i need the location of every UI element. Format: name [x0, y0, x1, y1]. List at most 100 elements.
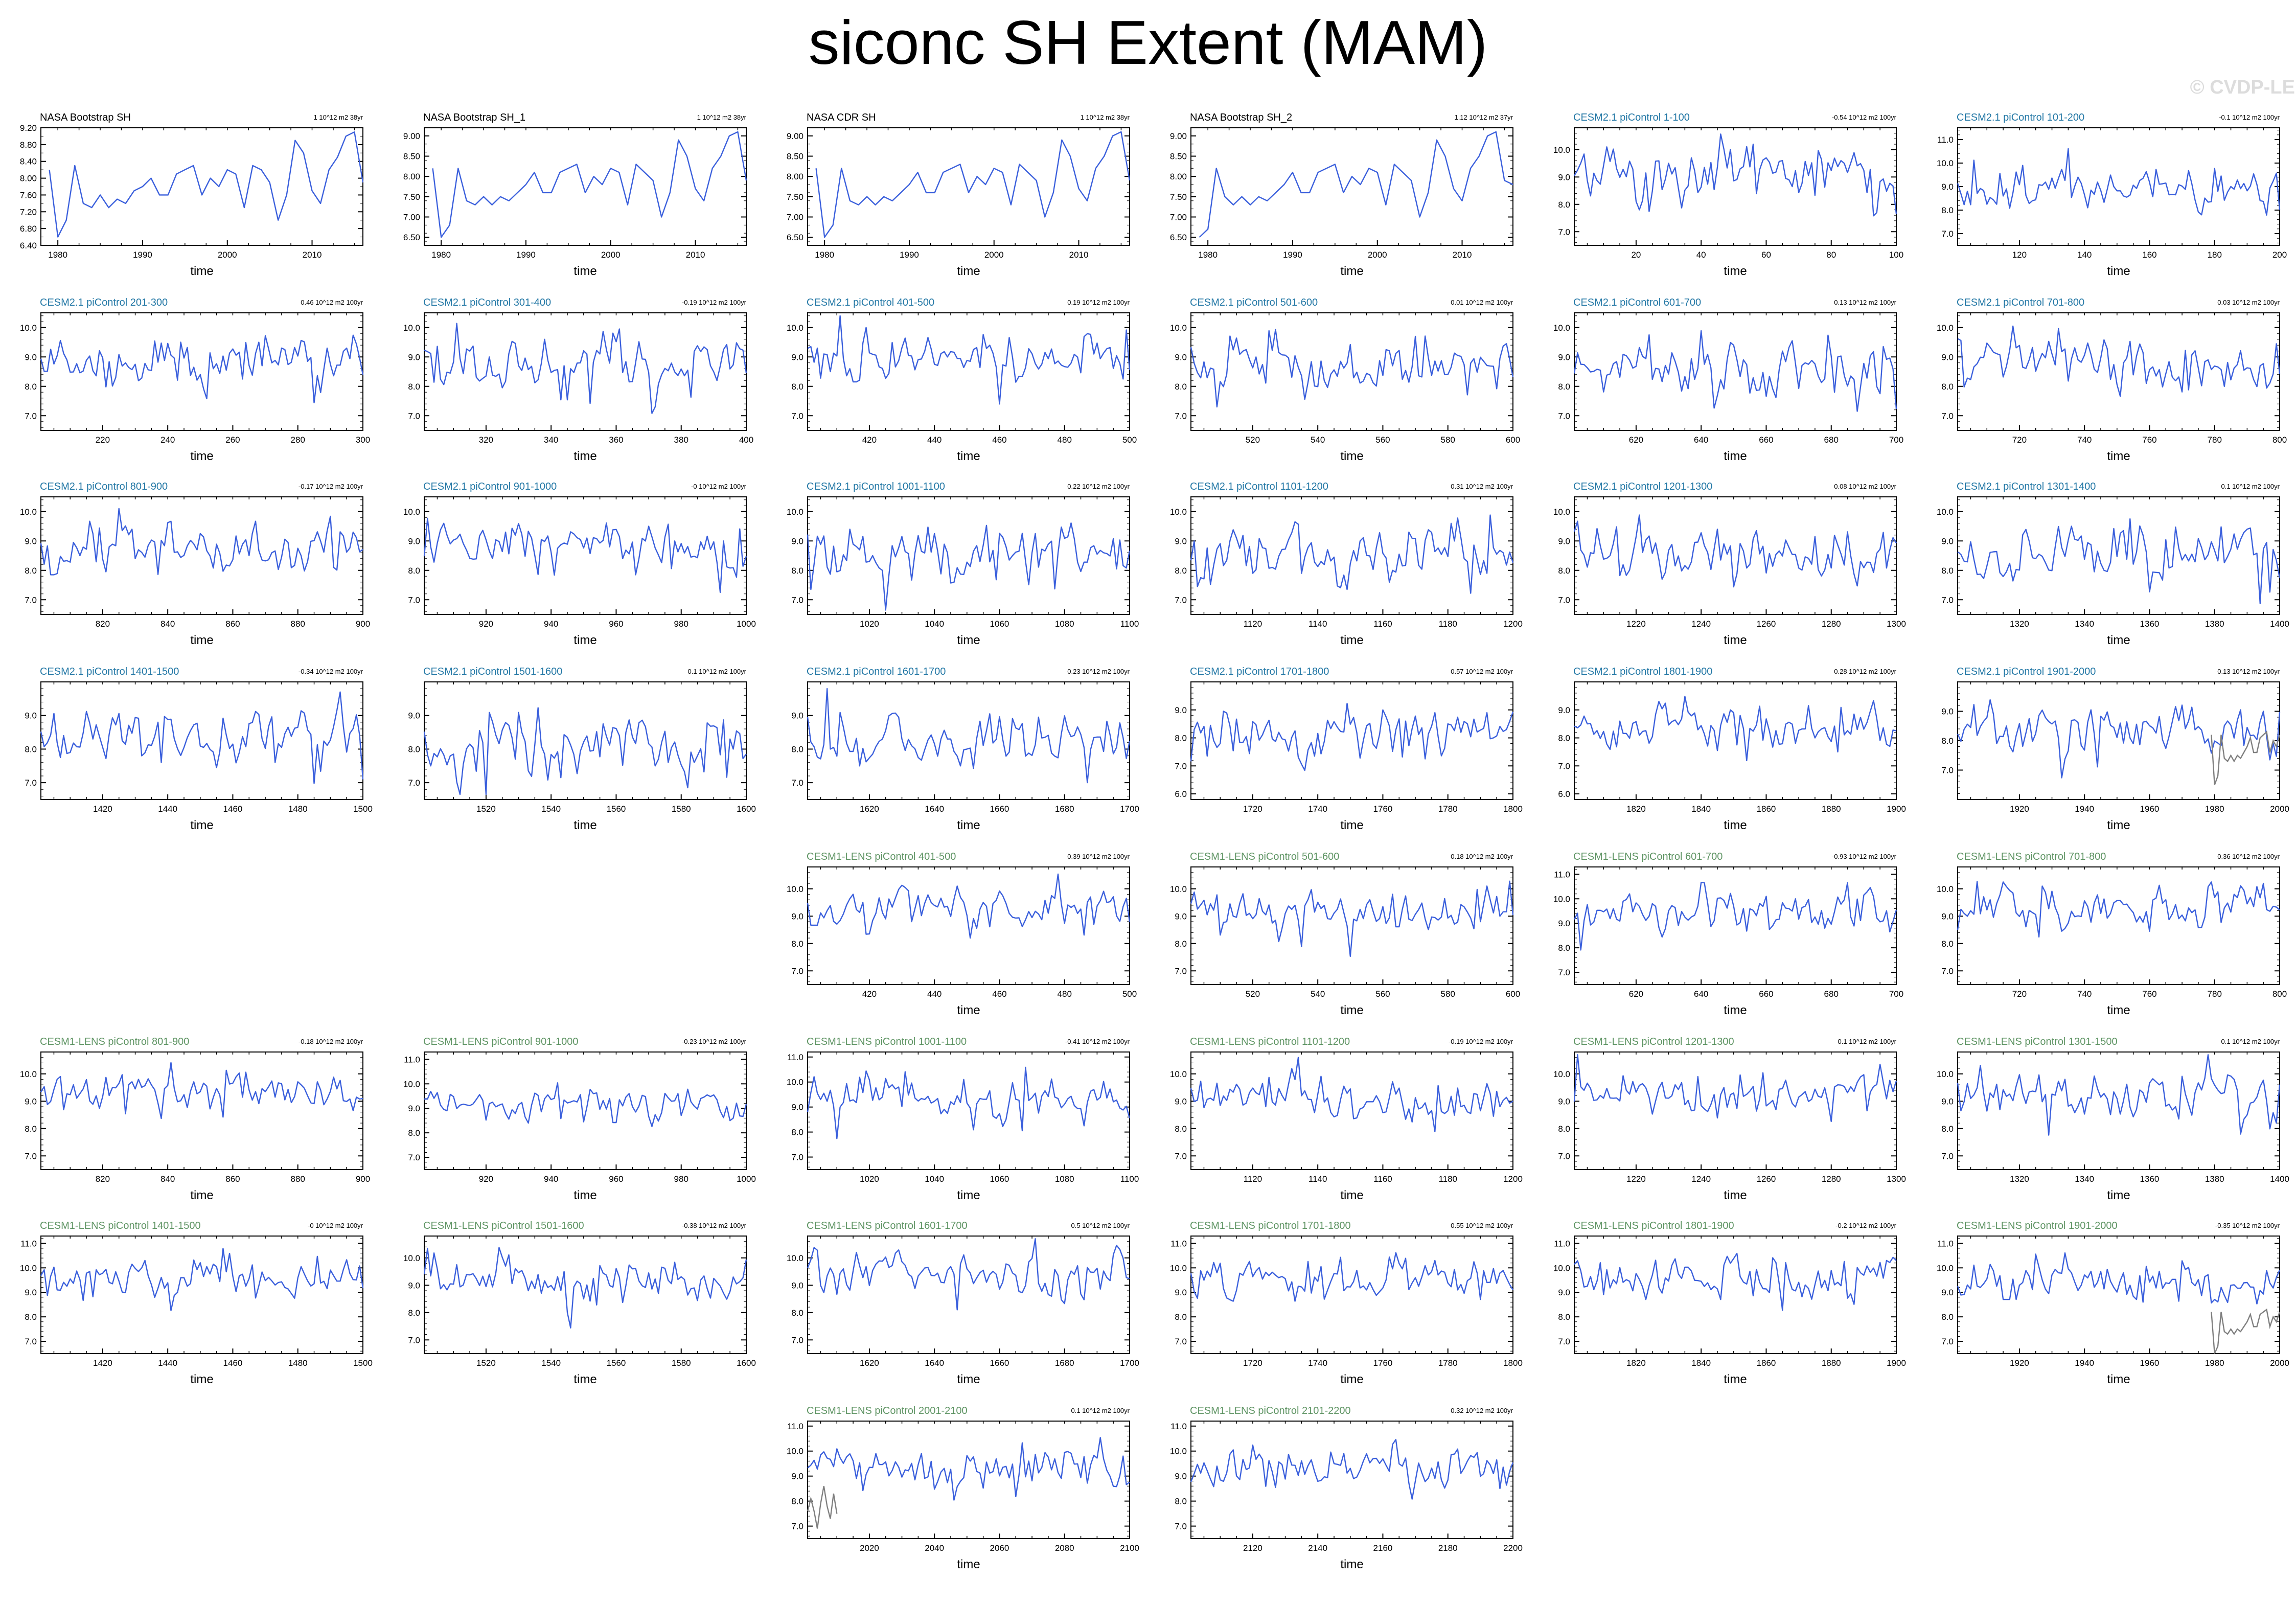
x-tick-label: 1280: [1822, 619, 1841, 629]
x-tick-label: 1560: [607, 1358, 626, 1368]
y-tick-label: 6.0: [1558, 789, 1570, 799]
y-tick-label: 10.0: [1937, 1069, 1954, 1079]
y-tick-label: 7.0: [1175, 761, 1187, 771]
x-tick-label: 760: [2142, 989, 2156, 999]
panel-title: CESM2.1 piControl 701-800: [1957, 297, 2084, 308]
series-line: [1574, 1252, 1897, 1311]
x-axis-label: time: [573, 1373, 596, 1386]
plot-frame: [1190, 1051, 1513, 1170]
x-tick-label: 440: [927, 435, 942, 445]
x-tick-label: 100: [1889, 250, 1903, 260]
y-tick-label: 9.0: [1941, 1096, 1954, 1106]
x-tick-label: 1160: [1373, 1174, 1392, 1184]
x-tick-label: 1520: [476, 804, 496, 814]
chart-panel: CESM1-LENS piControl 1401-1500 -0 10^12 m…: [20, 1220, 373, 1386]
panel-title: CESM2.1 piControl 1-100: [1573, 112, 1690, 123]
plot-frame: [40, 681, 363, 800]
x-tick-label: 1260: [1757, 1174, 1776, 1184]
x-tick-label: 2080: [1055, 1543, 1074, 1553]
y-tick-label: 10.0: [1170, 507, 1187, 517]
y-tick-label: 8.0: [1175, 382, 1187, 392]
x-tick-label: 1980: [431, 250, 451, 260]
x-tick-label: 960: [609, 619, 623, 629]
x-tick-label: 1120: [1244, 1174, 1262, 1184]
trend-label: 0.55 10^12 m2 100yr: [1451, 1222, 1513, 1229]
x-tick-label: 1480: [288, 804, 308, 814]
x-tick-label: 1340: [2075, 1174, 2094, 1184]
x-tick-label: 620: [1629, 989, 1643, 999]
x-tick-label: 580: [1441, 989, 1455, 999]
y-tick-label: 10.0: [1170, 1263, 1187, 1273]
x-axis-label: time: [1340, 1373, 1363, 1386]
panel-title: CESM2.1 piControl 101-200: [1957, 112, 2084, 123]
y-tick-label: 8.0: [1558, 734, 1570, 743]
x-tick-label: 500: [1122, 435, 1137, 445]
trend-label: 0.5 10^12 m2 100yr: [1071, 1222, 1130, 1229]
y-tick-label: 9.0: [791, 536, 803, 546]
y-tick-label: 11.0: [1554, 870, 1570, 879]
x-tick-label: 1120: [1244, 619, 1262, 629]
panel-title: CESM1-LENS piControl 401-500: [807, 851, 956, 862]
y-tick-label: 7.0: [1558, 227, 1570, 237]
y-tick-label: 11.0: [1170, 1422, 1187, 1431]
y-tick-label: 9.00: [403, 131, 420, 141]
chart-panel: CESM1-LENS piControl 1501-1600 -0.38 10^1…: [403, 1220, 756, 1386]
y-tick-label: 7.0: [408, 778, 420, 788]
plot-frame: [1957, 866, 2280, 985]
x-tick-label: 2000: [2270, 804, 2289, 814]
y-tick-label: 8.00: [787, 172, 803, 181]
y-tick-label: 8.0: [408, 566, 420, 576]
trend-label: 0.36 10^12 m2 100yr: [2217, 853, 2280, 860]
y-tick-label: 10.0: [1937, 1263, 1954, 1273]
x-tick-label: 1040: [925, 1174, 944, 1184]
x-tick-label: 540: [1311, 435, 1325, 445]
x-tick-label: 680: [1824, 435, 1839, 445]
x-tick-label: 1760: [1373, 1358, 1393, 1368]
panel-title: CESM1-LENS piControl 1501-1600: [423, 1220, 584, 1231]
x-axis-label: time: [957, 1558, 980, 1571]
x-tick-label: 2010: [1453, 250, 1472, 260]
panel-title: NASA Bootstrap SH: [40, 112, 131, 123]
y-tick-label: 8.0: [25, 1124, 37, 1134]
y-tick-label: 7.0: [1175, 966, 1187, 976]
y-tick-label: 9.0: [408, 536, 420, 546]
x-axis-label: time: [1724, 633, 1747, 647]
chart-panel: CESM2.1 piControl 1501-1600 0.1 10^12 m2 …: [408, 666, 756, 832]
x-tick-label: 1860: [1757, 804, 1776, 814]
trend-label: -0.1 10^12 m2 100yr: [2219, 113, 2280, 121]
x-axis-label: time: [573, 264, 596, 278]
panel-title: CESM1-LENS piControl 601-700: [1573, 851, 1723, 862]
trend-label: 0.23 10^12 m2 100yr: [1067, 668, 1130, 675]
x-tick-label: 1920: [2010, 804, 2029, 814]
y-tick-label: 10.0: [20, 1263, 37, 1273]
x-tick-label: 1360: [2140, 1174, 2160, 1184]
y-tick-label: 8.0: [1558, 943, 1570, 953]
x-tick-label: 960: [609, 1174, 623, 1184]
series-line: [807, 688, 1131, 784]
x-tick-label: 860: [225, 1174, 240, 1184]
y-tick-label: 8.0: [1558, 200, 1570, 210]
x-tick-label: 1880: [1822, 1358, 1841, 1368]
x-tick-label: 1980: [48, 250, 67, 260]
plot-frame: [1957, 681, 2280, 800]
y-tick-label: 7.0: [25, 1151, 37, 1161]
series-line: [1573, 133, 1897, 217]
panel-title: NASA Bootstrap SH_2: [1190, 112, 1292, 123]
y-tick-label: 8.0: [791, 566, 803, 576]
x-tick-label: 1340: [2075, 619, 2094, 629]
x-tick-label: 2000: [1368, 250, 1387, 260]
x-tick-label: 220: [96, 435, 110, 445]
series-line: [424, 323, 747, 414]
series-line: [1190, 702, 1514, 771]
plot-frame: [1957, 1051, 2280, 1170]
x-tick-label: 1380: [2205, 619, 2224, 629]
plot-frame: [1190, 127, 1513, 246]
x-axis-label: time: [573, 818, 596, 832]
x-axis-label: time: [2107, 449, 2130, 463]
x-tick-label: 300: [356, 435, 370, 445]
x-tick-label: 340: [544, 435, 558, 445]
trend-label: 0.57 10^12 m2 100yr: [1451, 668, 1513, 675]
y-tick-label: 8.0: [791, 1497, 803, 1506]
x-tick-label: 2000: [218, 250, 237, 260]
x-axis-label: time: [957, 818, 980, 832]
